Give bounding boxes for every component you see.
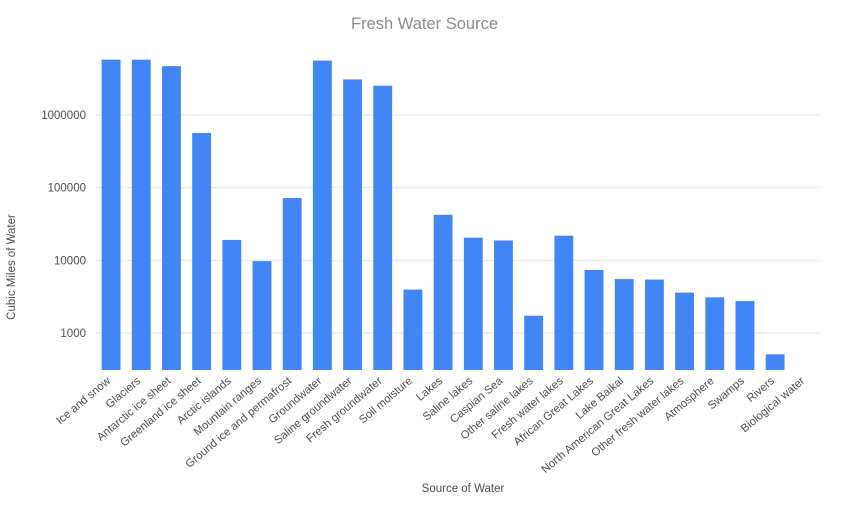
svg-text:Source of Water: Source of Water: [422, 483, 505, 495]
svg-text:1000000: 1000000: [41, 110, 86, 122]
svg-text:10000: 10000: [54, 255, 86, 267]
svg-text:Cubic Miles of Water: Cubic Miles of Water: [6, 214, 18, 320]
svg-text:Soil moisture: Soil moisture: [357, 375, 415, 426]
svg-text:1000: 1000: [60, 328, 86, 340]
svg-text:100000: 100000: [48, 183, 86, 195]
